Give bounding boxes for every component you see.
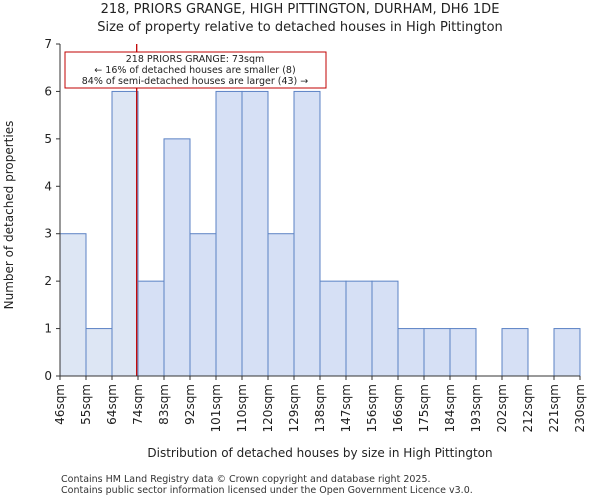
y-tick-label: 5	[44, 132, 52, 146]
x-tick-label: 230sqm	[573, 384, 587, 432]
x-tick-label: 55sqm	[79, 384, 93, 425]
bar-175sqm	[423, 328, 451, 377]
chart-subtitle: Size of property relative to detached ho…	[97, 20, 503, 35]
chart-title-address: 218, PRIORS GRANGE, HIGH PITTINGTON, DUR…	[100, 2, 500, 17]
bar-110sqm	[241, 90, 269, 377]
x-tick-label: 120sqm	[261, 384, 275, 432]
footer-copyright: Contains HM Land Registry data © Crown c…	[61, 474, 431, 485]
x-tick-label: 138sqm	[313, 384, 327, 432]
x-tick-label: 147sqm	[339, 384, 353, 432]
x-tick-label: 110sqm	[235, 384, 249, 432]
bar-92sqm	[189, 233, 217, 377]
x-tick-label: 202sqm	[495, 384, 509, 432]
bar-55sqm	[85, 328, 113, 377]
bar-202sqm	[501, 328, 529, 377]
y-axis-ticks: 0 1 2 3 4 5 6 7	[44, 37, 60, 383]
x-tick-label: 175sqm	[417, 384, 431, 432]
x-tick-label: 212sqm	[521, 384, 535, 432]
x-tick-label: 83sqm	[157, 384, 171, 425]
x-axis-ticks: 46sqm 55sqm 64sqm 74sqm 83sqm 92sqm 101sqm 110s…	[53, 376, 587, 432]
y-axis-label: Number of detached properties	[2, 121, 16, 310]
bar-221sqm	[553, 328, 581, 377]
x-tick-label: 92sqm	[183, 384, 197, 425]
x-tick-label: 129sqm	[287, 384, 301, 432]
x-tick-label: 221sqm	[547, 384, 561, 432]
bar-83sqm	[163, 138, 191, 377]
x-tick-label: 166sqm	[391, 384, 405, 432]
y-tick-label: 7	[44, 37, 52, 51]
x-tick-label: 46sqm	[53, 384, 67, 425]
x-tick-label: 193sqm	[469, 384, 483, 432]
bar-184sqm	[449, 328, 477, 377]
x-axis-label: Distribution of detached houses by size …	[147, 446, 492, 460]
bar-101sqm	[215, 90, 243, 377]
y-tick-label: 2	[44, 274, 52, 288]
x-tick-label: 156sqm	[365, 384, 379, 432]
annotation-line-2: ← 16% of detached houses are smaller (8)	[94, 65, 295, 76]
x-tick-label: 64sqm	[105, 384, 119, 425]
annotation-border	[64, 51, 327, 89]
bar-129sqm	[293, 90, 321, 377]
y-tick-label: 6	[44, 84, 52, 98]
x-tick-label: 74sqm	[131, 384, 145, 425]
y-tick-label: 0	[44, 369, 52, 383]
bar-64sqm	[111, 90, 139, 377]
bar-166sqm	[397, 328, 425, 377]
annotation-line-1: 218 PRIORS GRANGE: 73sqm	[126, 54, 265, 65]
x-tick-label: 101sqm	[209, 384, 223, 432]
bar-156sqm	[371, 280, 399, 377]
x-tick-label: 184sqm	[443, 384, 457, 432]
y-tick-label: 3	[44, 227, 52, 241]
bar-120sqm	[267, 233, 295, 377]
bars-group	[59, 90, 581, 377]
footer-licence: Contains public sector information licen…	[61, 485, 473, 496]
y-tick-label: 4	[44, 179, 52, 193]
bar-147sqm	[345, 280, 373, 377]
bar-46sqm	[59, 233, 87, 377]
annotation-line-3: 84% of semi-detached houses are larger (…	[82, 76, 309, 87]
annotation-box: 218 PRIORS GRANGE: 73sqm ← 16% of detach…	[64, 51, 327, 89]
bar-74sqm	[137, 280, 165, 377]
y-tick-label: 1	[44, 322, 52, 336]
bar-138sqm	[319, 280, 347, 377]
